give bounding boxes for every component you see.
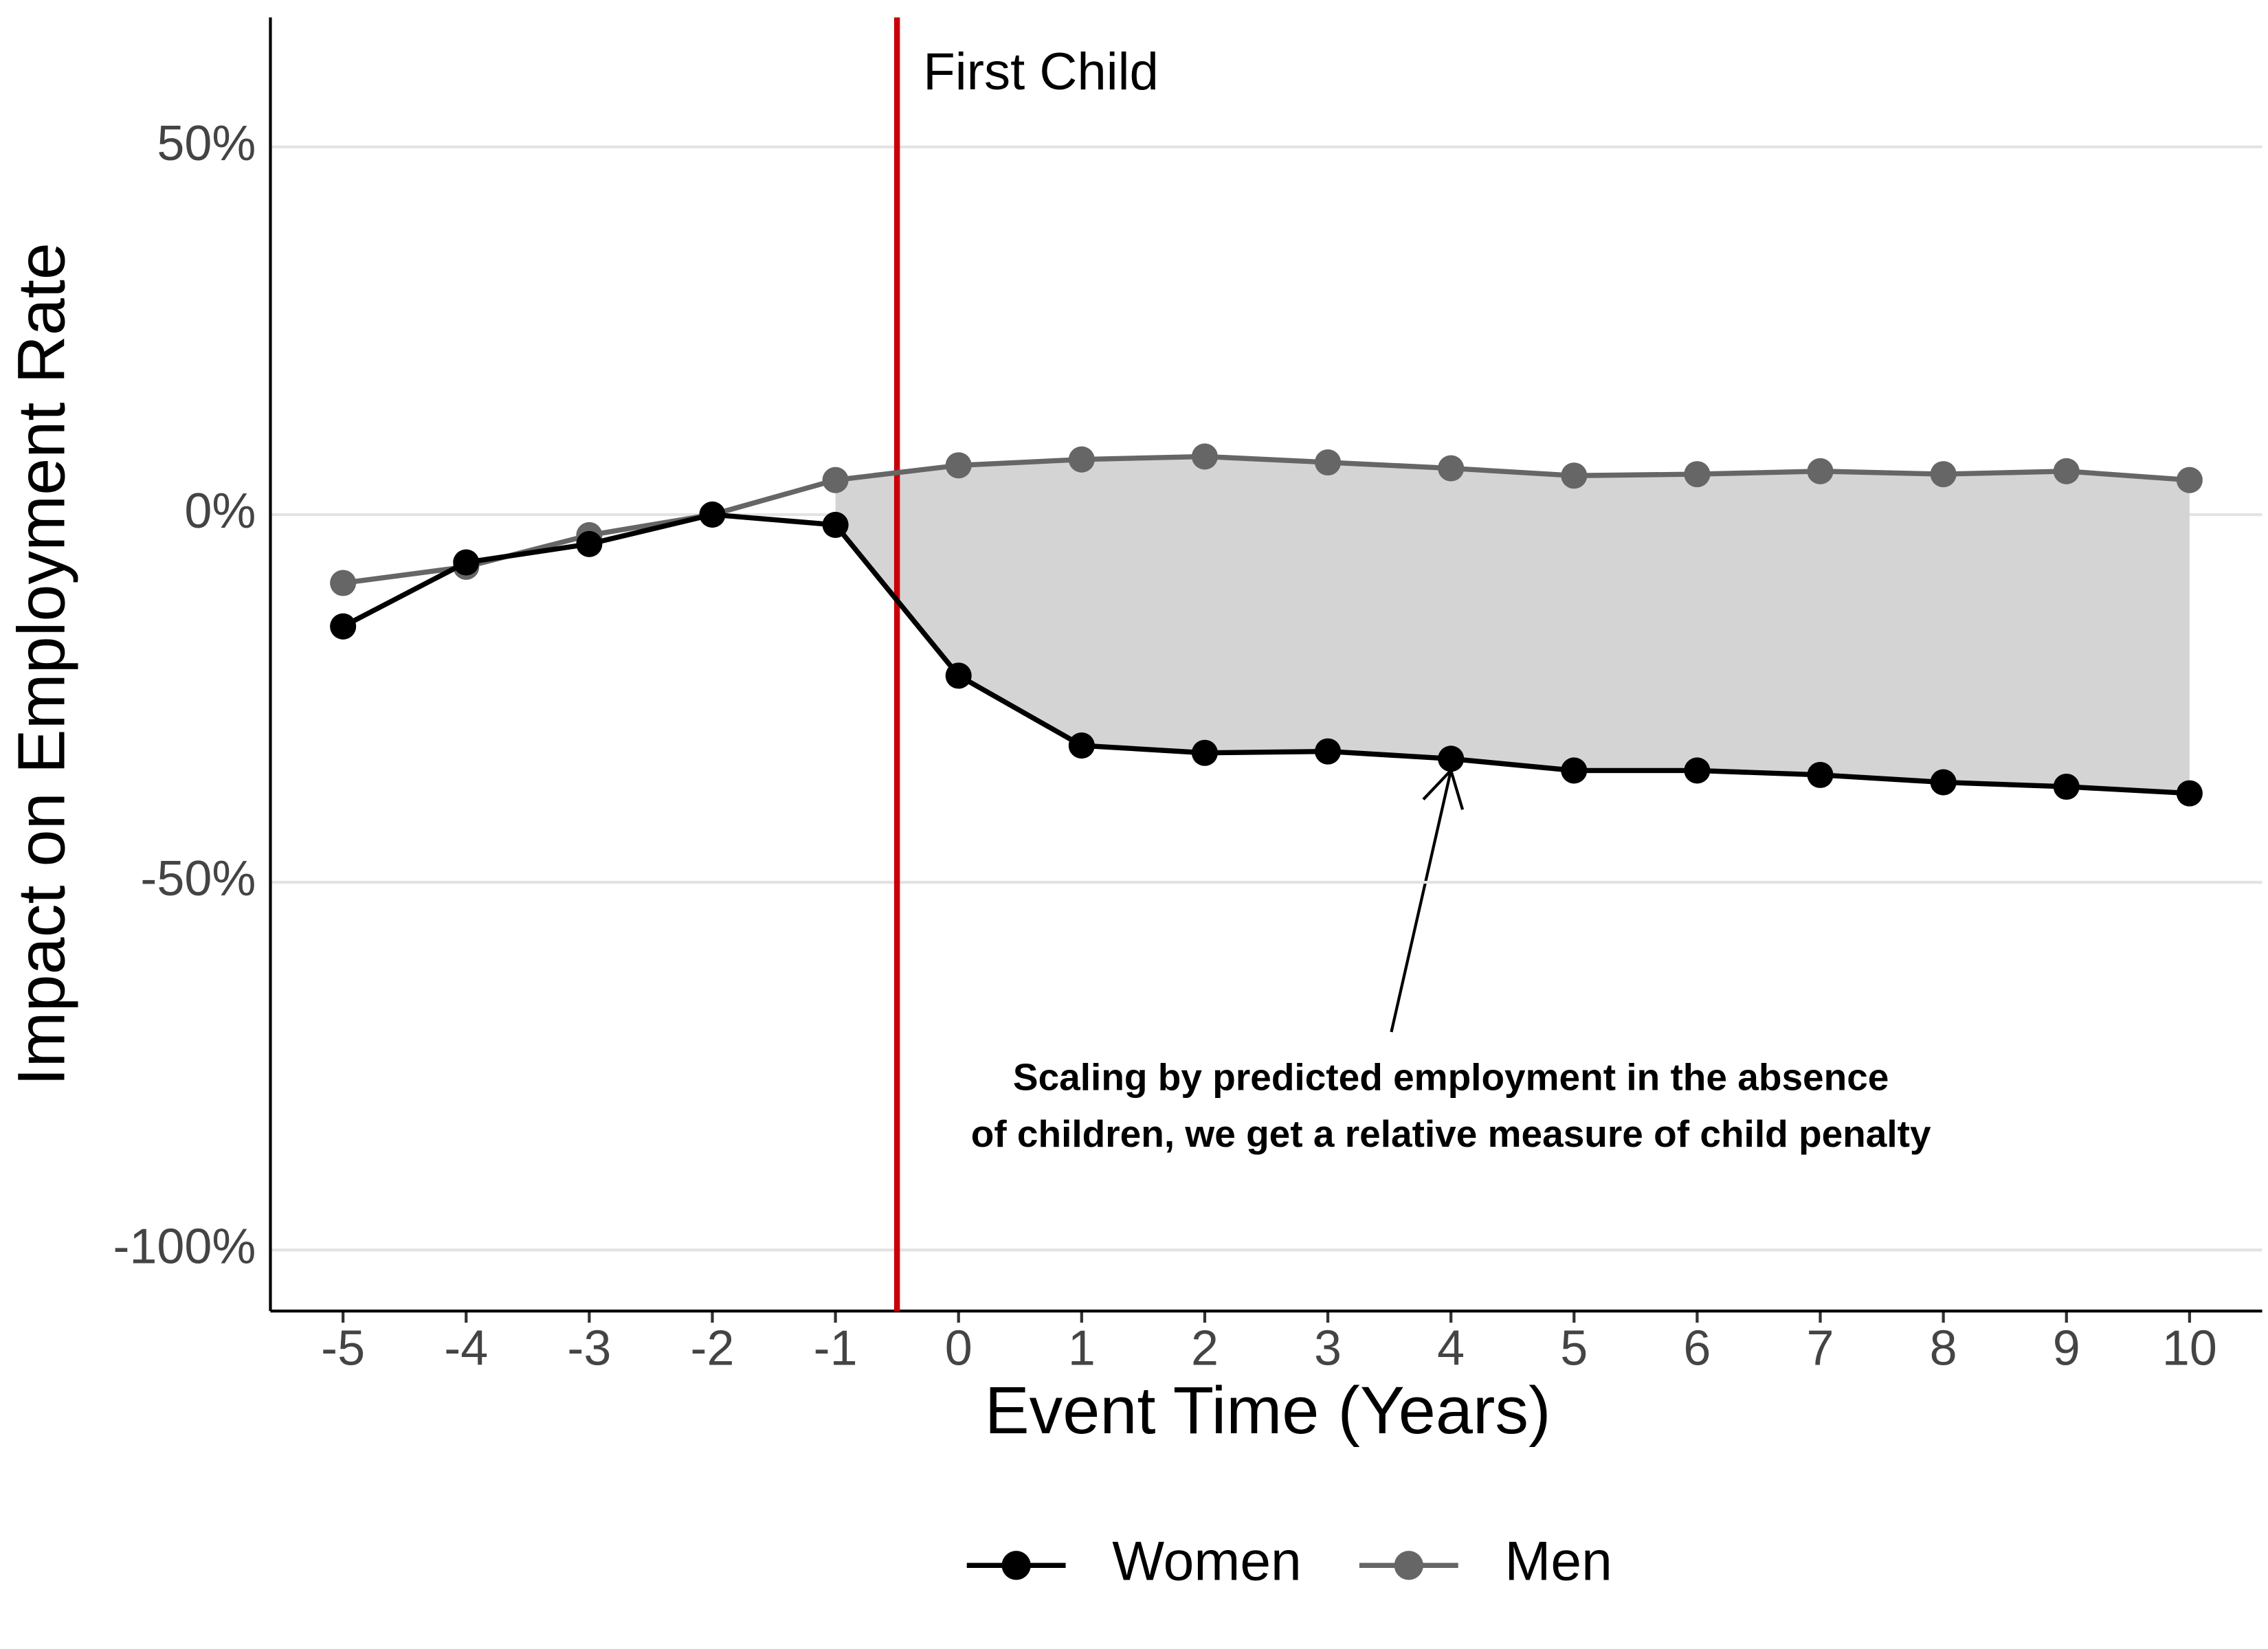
data-point — [1315, 738, 1342, 765]
data-point — [1438, 745, 1465, 772]
x-tick-label: 3 — [1314, 1321, 1342, 1376]
x-tick-label: 8 — [1930, 1321, 1957, 1376]
data-point — [453, 549, 480, 576]
data-point — [699, 501, 726, 528]
y-tick-label: 50% — [157, 116, 256, 171]
data-point — [576, 530, 603, 557]
data-point — [822, 467, 849, 493]
x-tick-label: 6 — [1683, 1321, 1711, 1376]
x-axis-title: Event Time (Years) — [985, 1373, 1551, 1448]
annotation-line: Scaling by predicted employment in the a… — [1013, 1055, 1889, 1098]
y-tick-label: 0% — [184, 484, 256, 539]
series-line — [342, 512, 2190, 796]
x-tick-label: -4 — [444, 1321, 488, 1376]
y-tick-label: -100% — [113, 1219, 256, 1274]
data-point — [1684, 461, 1711, 488]
data-point — [330, 613, 357, 640]
series-line — [342, 453, 2190, 586]
data-point — [2176, 467, 2203, 493]
data-point — [1807, 458, 1834, 484]
data-point — [945, 452, 972, 479]
data-point — [945, 662, 972, 689]
x-tick-label: 9 — [2053, 1321, 2080, 1376]
x-tick-label: 1 — [1068, 1321, 1096, 1376]
data-point — [822, 511, 849, 538]
data-point — [1930, 461, 1957, 488]
event-label: First Child — [923, 43, 1159, 101]
data-point — [1315, 449, 1342, 476]
data-point — [1438, 455, 1465, 482]
gap-area — [835, 456, 2190, 794]
data-point — [2053, 773, 2080, 800]
data-point — [1191, 443, 1218, 470]
x-tick-label: 4 — [1437, 1321, 1465, 1376]
x-tick-label: 0 — [945, 1321, 972, 1376]
x-tick-label: -1 — [814, 1321, 858, 1376]
x-tick-label: 2 — [1191, 1321, 1219, 1376]
legend-label: Men — [1504, 1531, 1612, 1593]
x-tick-label: 7 — [1807, 1321, 1834, 1376]
y-axis-title: Impact on Employment Rate — [3, 243, 78, 1086]
data-point — [2053, 458, 2080, 484]
data-point — [1684, 757, 1711, 784]
data-point — [1930, 769, 1957, 796]
x-tick-label: 5 — [1560, 1321, 1588, 1376]
data-point — [1561, 462, 1588, 489]
x-tick-label: 10 — [2162, 1321, 2217, 1376]
x-tick-label: -3 — [567, 1321, 611, 1376]
data-point — [330, 570, 357, 596]
data-point — [1807, 761, 1834, 788]
data-point — [1191, 739, 1218, 766]
data-point — [2176, 780, 2203, 807]
y-tick-label: -50% — [140, 851, 256, 906]
data-point — [1561, 757, 1588, 784]
x-tick-label: -2 — [691, 1321, 735, 1376]
x-tick-label: -5 — [321, 1321, 365, 1376]
legend-marker — [1001, 1551, 1031, 1580]
annotation-arrow — [1390, 767, 1465, 1033]
legend-label: Women — [1112, 1531, 1301, 1593]
legend-marker — [1394, 1551, 1423, 1580]
data-point — [1068, 732, 1095, 759]
data-point — [1068, 446, 1095, 473]
annotation-line: of children, we get a relative measure o… — [971, 1112, 1931, 1155]
